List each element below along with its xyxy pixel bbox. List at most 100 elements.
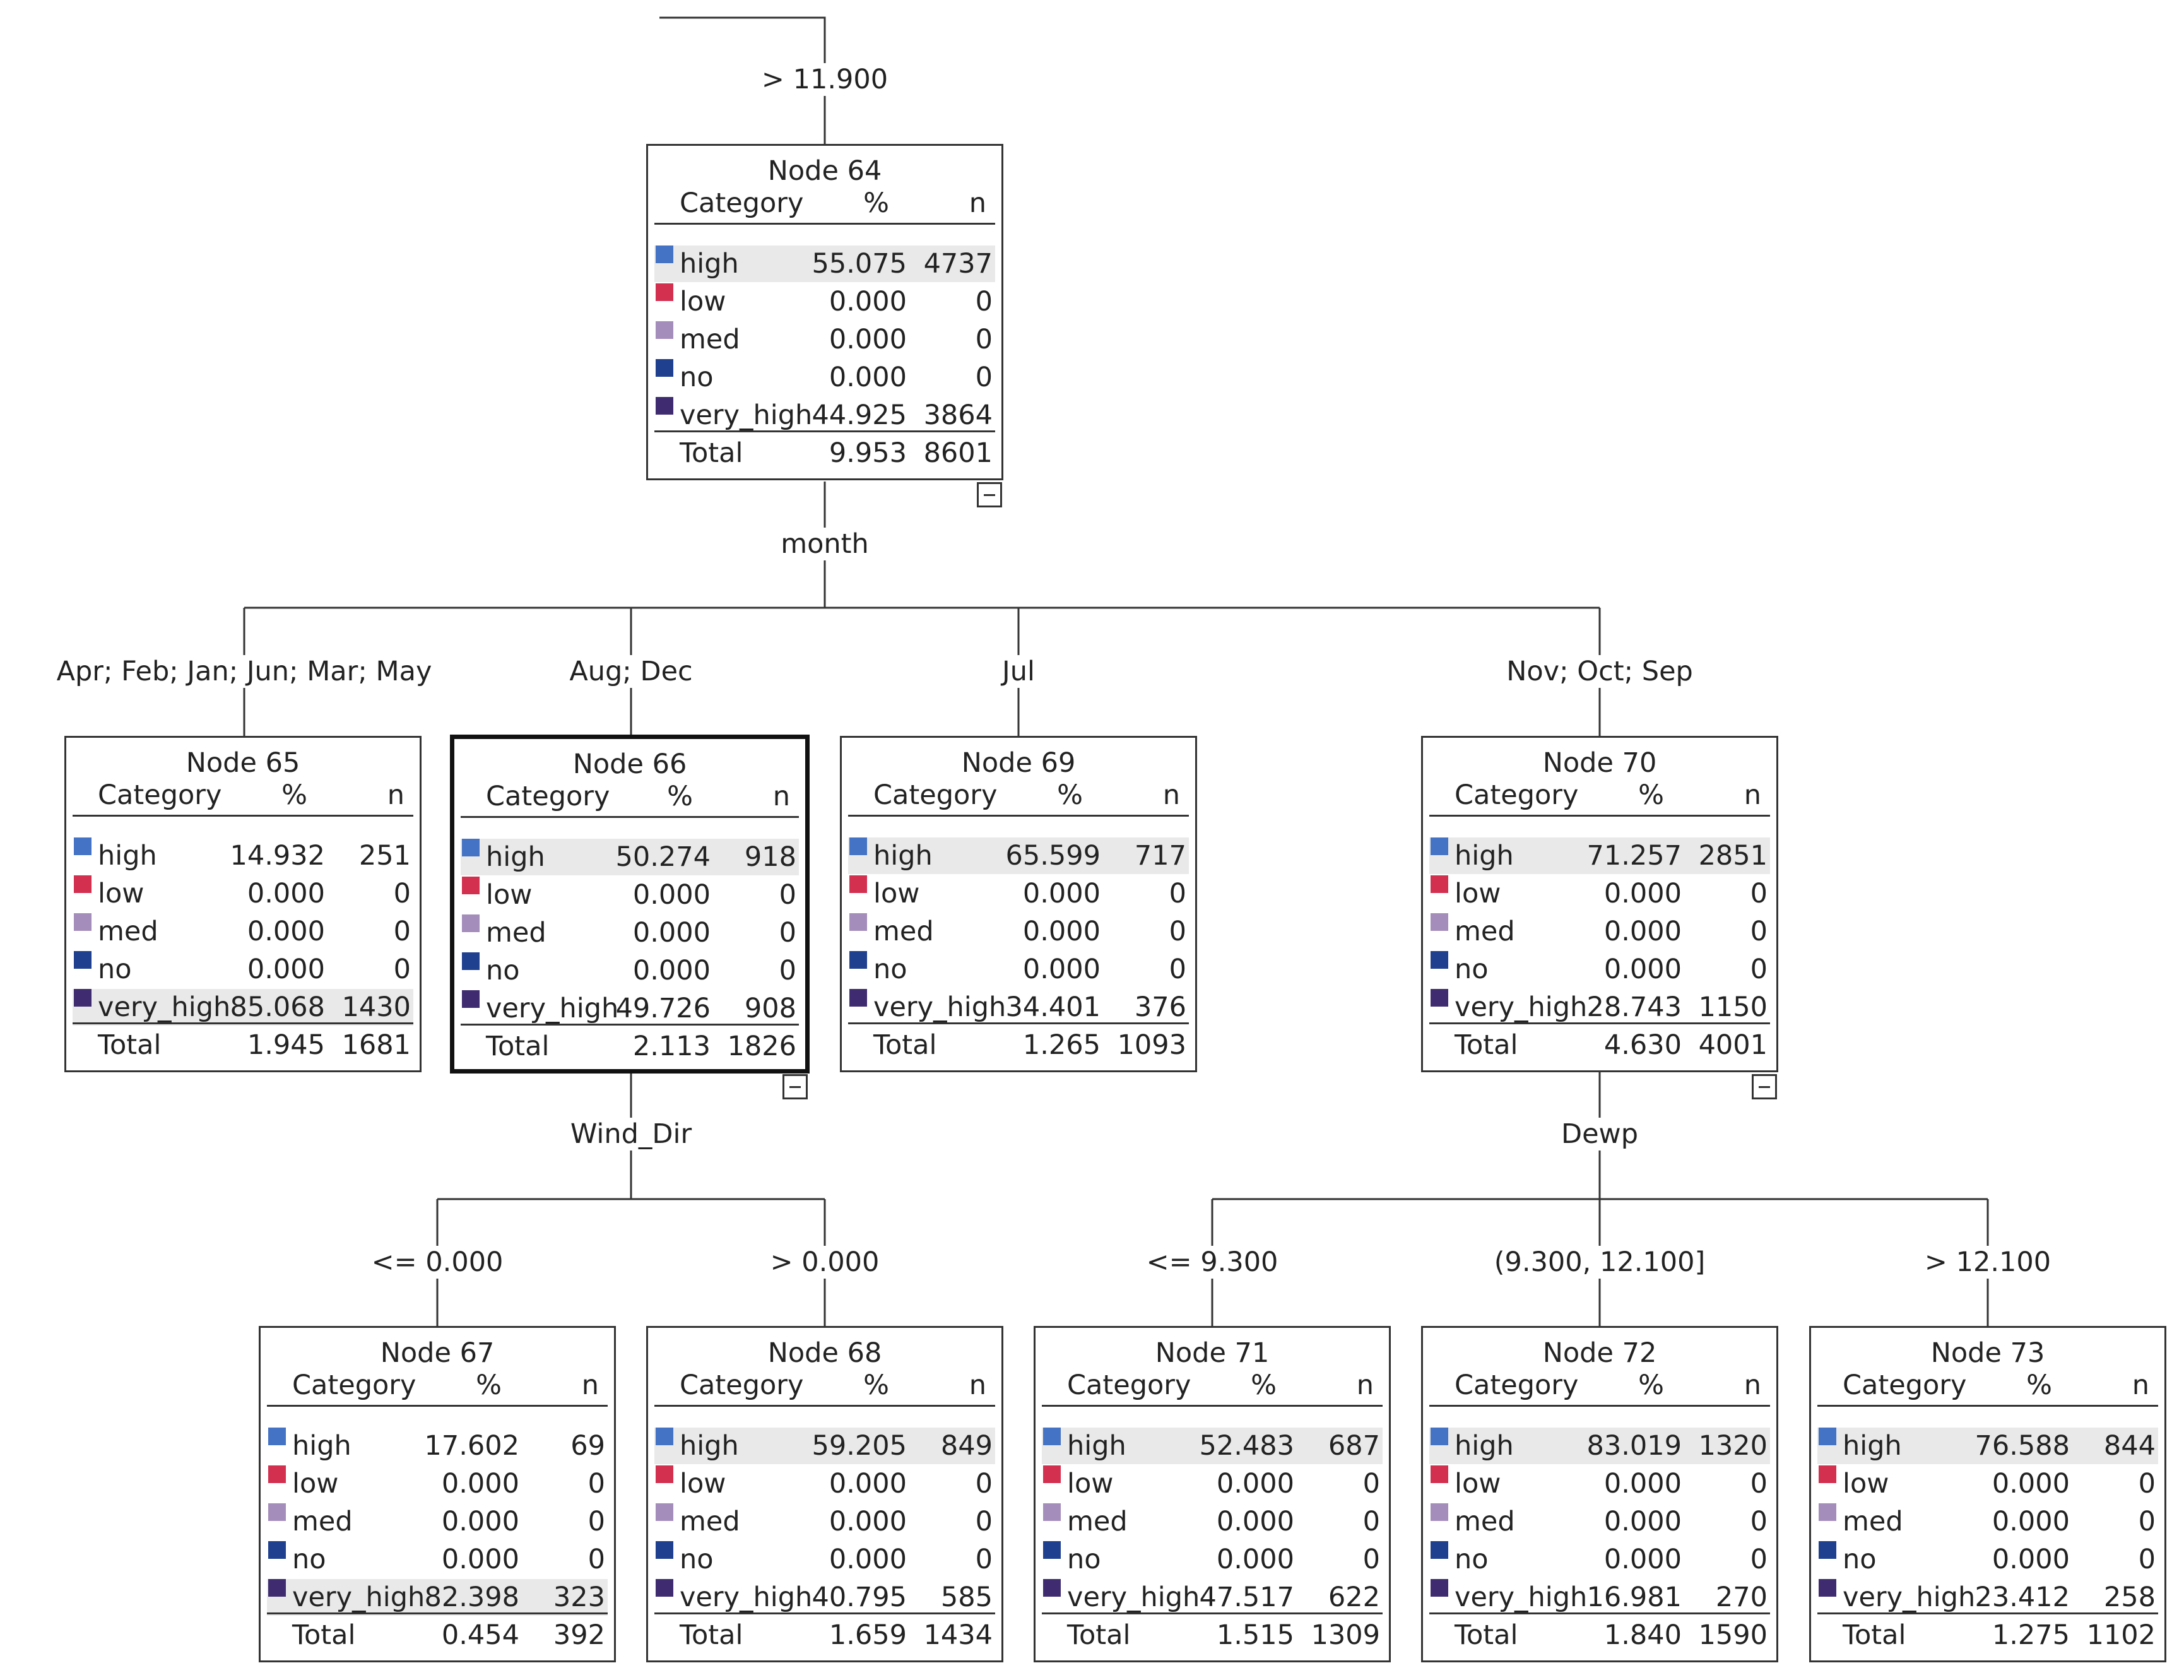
category-name: med: [680, 324, 740, 355]
category-name: no: [1067, 1544, 1101, 1575]
category-swatch-icon: [462, 990, 480, 1008]
category-name: no: [486, 955, 520, 986]
tree-node-73[interactable]: Node 73 Category% n high 76.588 844 low 0.000 0 m…: [1809, 1326, 2166, 1662]
category-percent: 23.412: [1974, 1582, 2070, 1613]
category-swatch-icon: [462, 914, 480, 932]
category-row: med 0.000 0: [73, 913, 413, 950]
node-title: Node 67: [380, 1337, 495, 1369]
category-percent: 0.000: [1603, 916, 1682, 947]
category-swatch-icon: [1431, 875, 1448, 893]
category-swatch-icon: [1819, 1465, 1836, 1483]
category-percent: 52.483: [1199, 1430, 1294, 1462]
collapse-node-70-button[interactable]: [1752, 1074, 1777, 1099]
category-name: med: [1455, 1506, 1515, 1537]
category-count: 0: [779, 917, 796, 949]
tree-node-70[interactable]: Node 70 Category% n high 71.257 2851 low 0.000 0…: [1421, 736, 1778, 1072]
category-row: low 0.000 0: [267, 1465, 608, 1502]
header-rule: [461, 816, 799, 818]
category-name: very_high: [1843, 1582, 1976, 1613]
category-row: very_high 23.412 258: [1817, 1579, 2158, 1616]
category-name: no: [680, 1544, 714, 1575]
header-rule: [848, 815, 1189, 817]
category-name: high: [1455, 1430, 1514, 1462]
category-swatch-icon: [268, 1503, 286, 1521]
total-row: Total 1.945 1681: [73, 1027, 413, 1063]
category-percent: 0.000: [1022, 954, 1101, 985]
tree-node-72[interactable]: Node 72 Category% n high 83.019 1320 low 0.000 0…: [1421, 1326, 1778, 1662]
category-count: 0: [2138, 1544, 2156, 1575]
category-swatch-icon: [1431, 1579, 1448, 1597]
category-swatch-icon: [1431, 1503, 1448, 1521]
category-name: high: [98, 840, 157, 872]
header-category: Category: [680, 187, 804, 219]
category-percent: 34.401: [1005, 991, 1101, 1023]
header-rule: [1817, 1405, 2158, 1407]
category-swatch-icon: [656, 1428, 673, 1445]
tree-node-69[interactable]: Node 69 Category% n high 65.599 717 low 0.000 0 m…: [840, 736, 1197, 1072]
category-row: very_high 44.925 3864: [654, 397, 995, 434]
total-label: Total: [1067, 1619, 1131, 1651]
category-swatch-icon: [1043, 1579, 1061, 1597]
category-row: low 0.000 0: [1429, 1465, 1770, 1502]
category-name: high: [680, 248, 739, 280]
edge-label-node-72: (9.300, 12.100]: [1491, 1246, 1708, 1279]
root-branch-label: > 11.900: [758, 63, 891, 96]
category-row: high 71.257 2851: [1429, 837, 1770, 874]
header-category: Category: [873, 779, 998, 811]
category-percent: 0.000: [1992, 1468, 2070, 1500]
category-row: high 17.602 69: [267, 1428, 608, 1464]
total-count: 1102: [2086, 1619, 2156, 1651]
category-count: 0: [1169, 916, 1186, 947]
tree-node-66[interactable]: Node 66 Category% n high 50.274 918 low 0.000 0 m…: [450, 735, 810, 1074]
category-name: no: [1843, 1544, 1877, 1575]
category-row: high 83.019 1320: [1429, 1428, 1770, 1464]
category-count: 0: [1362, 1506, 1380, 1537]
category-row: med 0.000 0: [654, 1503, 995, 1540]
category-swatch-icon: [74, 951, 91, 969]
category-name: no: [1455, 1544, 1489, 1575]
node-table-header: Category% n: [1817, 1367, 2158, 1404]
category-percent: 0.000: [247, 954, 325, 985]
collapse-node-66-button[interactable]: [782, 1074, 808, 1099]
category-percent: 0.000: [829, 286, 907, 317]
total-count: 4001: [1698, 1029, 1768, 1061]
category-count: 0: [393, 916, 411, 947]
category-row: low 0.000 0: [848, 875, 1189, 912]
category-name: med: [1067, 1506, 1128, 1537]
category-count: 717: [1134, 840, 1186, 872]
total-row: Total 4.630 4001: [1429, 1027, 1770, 1063]
category-name: med: [680, 1506, 740, 1537]
category-row: no 0.000 0: [654, 359, 995, 396]
total-count: 392: [553, 1619, 605, 1651]
tree-node-71[interactable]: Node 71 Category% n high 52.483 687 low 0.000 0 m…: [1034, 1326, 1391, 1662]
category-count: 270: [1715, 1582, 1768, 1613]
category-count: 258: [2103, 1582, 2156, 1613]
category-swatch-icon: [268, 1428, 286, 1445]
category-name: med: [1455, 916, 1515, 947]
category-row: high 14.932 251: [73, 837, 413, 874]
tree-node-68[interactable]: Node 68 Category% n high 59.205 849 low 0.000 0 m…: [646, 1326, 1003, 1662]
category-percent: 16.981: [1586, 1582, 1682, 1613]
node-table-header: Category% n: [654, 1367, 995, 1404]
collapse-node-64-button[interactable]: [977, 482, 1002, 507]
category-percent: 49.726: [615, 993, 711, 1024]
node-title: Node 64: [767, 155, 882, 187]
header-percent: %: [863, 1369, 889, 1401]
total-row: Total 1.275 1102: [1817, 1617, 2158, 1653]
category-row: high 50.274 918: [461, 839, 799, 875]
total-rule: [1042, 1612, 1383, 1614]
tree-node-64[interactable]: Node 64 Category% n high 55.075 4737 low 0.000 0…: [646, 144, 1003, 480]
node-title: Node 66: [572, 748, 687, 780]
category-name: high: [1067, 1430, 1126, 1462]
category-percent: 17.602: [424, 1430, 519, 1462]
category-swatch-icon: [656, 1503, 673, 1521]
category-count: 0: [2138, 1506, 2156, 1537]
category-count: 3864: [923, 399, 993, 431]
category-row: very_high 34.401 376: [848, 989, 1189, 1026]
header-category: Category: [1843, 1369, 1967, 1401]
tree-node-67[interactable]: Node 67 Category% n high 17.602 69 low 0.000 0 me…: [259, 1326, 616, 1662]
category-count: 918: [744, 841, 796, 873]
tree-node-65[interactable]: Node 65 Category% n high 14.932 251 low 0.000 0 m…: [64, 736, 422, 1072]
category-percent: 0.000: [829, 362, 907, 393]
category-name: high: [873, 840, 933, 872]
